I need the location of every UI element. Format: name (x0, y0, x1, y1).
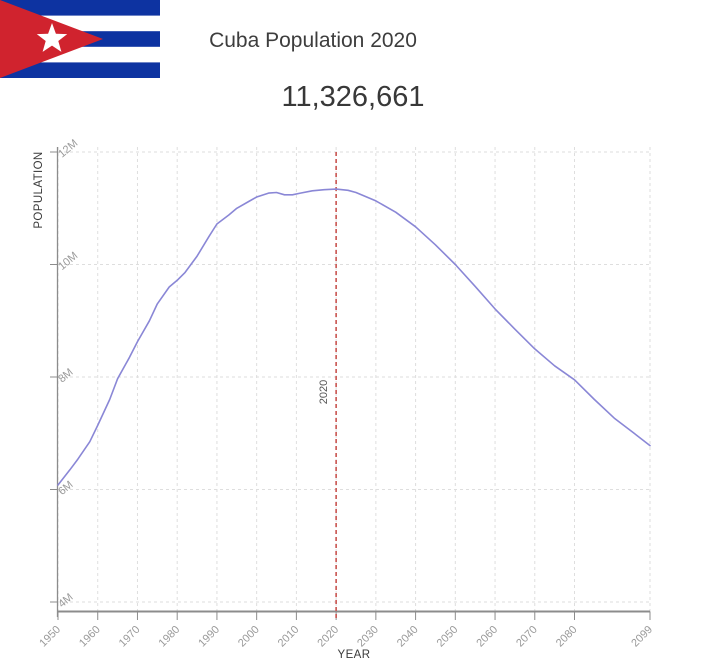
x-tick-label: 2050 (435, 624, 461, 650)
flag-stripe-top (0, 0, 160, 16)
y-tick-label: 10M (56, 250, 80, 273)
flag-star (36, 23, 68, 52)
x-tick-label: 2030 (355, 624, 381, 650)
x-tick-label: 2099 (629, 624, 655, 650)
y-axis-title: POPULATION (33, 151, 45, 228)
y-tick-label: 12M (56, 137, 80, 160)
x-tick-label: 2010 (276, 624, 302, 650)
x-axis-title: YEAR (338, 649, 371, 661)
cuba-flag (0, 0, 160, 78)
reference-line-label: 2020 (318, 380, 330, 404)
x-tick-label: 1980 (157, 624, 183, 650)
x-tick-label: 2040 (395, 624, 421, 650)
x-tick-label: 1990 (196, 624, 222, 650)
x-tick-label: 1950 (37, 624, 63, 650)
x-tick-label: 1970 (117, 624, 143, 650)
x-tick-label: 2000 (236, 624, 262, 650)
x-tick-label: 1960 (77, 624, 103, 650)
page-title: Cuba Population 2020 (209, 29, 417, 52)
y-tick-label: 8M (56, 366, 75, 385)
x-tick-label: 2080 (554, 624, 580, 650)
x-tick-label: 2060 (474, 624, 500, 650)
flag-stripe-bottom (0, 62, 160, 78)
population-value: 11,326,661 (281, 81, 425, 113)
x-tick-label: 2020 (315, 624, 341, 650)
population-line (57, 188, 651, 486)
x-tick-label: 2070 (514, 624, 540, 650)
y-tick-label: 4M (56, 591, 75, 610)
y-tick-label: 6M (56, 479, 75, 498)
